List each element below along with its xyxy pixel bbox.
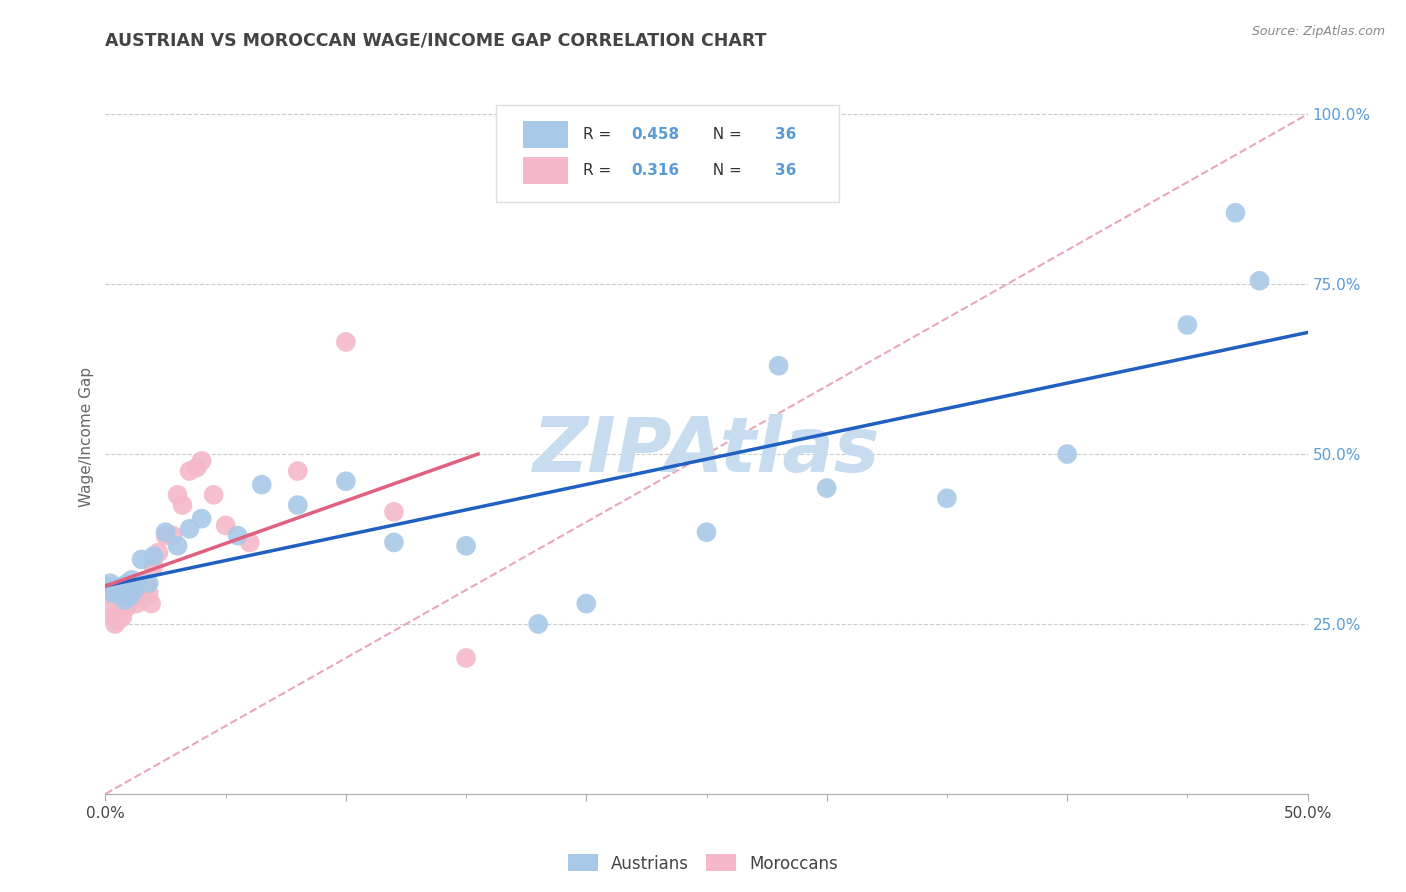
- Point: [382, 505, 405, 519]
- Point: [111, 603, 134, 617]
- Point: [138, 576, 160, 591]
- Point: [179, 522, 201, 536]
- Point: [287, 498, 309, 512]
- Point: [98, 603, 121, 617]
- Point: [172, 498, 194, 512]
- Text: 36: 36: [775, 162, 796, 178]
- Legend: Austrians, Moroccans: Austrians, Moroccans: [561, 847, 845, 880]
- Point: [936, 491, 959, 506]
- Point: [696, 525, 718, 540]
- Point: [97, 586, 120, 600]
- Point: [118, 590, 141, 604]
- Point: [115, 599, 138, 614]
- Point: [1249, 274, 1271, 288]
- Point: [179, 464, 201, 478]
- Point: [186, 460, 208, 475]
- Point: [138, 586, 160, 600]
- Point: [155, 528, 177, 542]
- Point: [101, 586, 124, 600]
- Point: [108, 603, 131, 617]
- Text: N =: N =: [703, 162, 747, 178]
- Point: [104, 617, 127, 632]
- Point: [148, 546, 170, 560]
- Point: [1225, 206, 1247, 220]
- Text: N =: N =: [703, 127, 747, 142]
- Point: [155, 525, 177, 540]
- Point: [125, 597, 148, 611]
- Point: [142, 559, 165, 574]
- Point: [335, 475, 357, 489]
- Text: AUSTRIAN VS MOROCCAN WAGE/INCOME GAP CORRELATION CHART: AUSTRIAN VS MOROCCAN WAGE/INCOME GAP COR…: [105, 31, 766, 49]
- Point: [101, 610, 124, 624]
- FancyBboxPatch shape: [496, 105, 839, 202]
- Point: [815, 481, 838, 495]
- Point: [97, 580, 120, 594]
- Point: [1175, 318, 1198, 332]
- Point: [124, 582, 146, 597]
- Point: [575, 597, 598, 611]
- Text: 0.316: 0.316: [631, 162, 679, 178]
- Y-axis label: Wage/Income Gap: Wage/Income Gap: [79, 367, 94, 508]
- Point: [124, 586, 146, 600]
- Point: [226, 528, 249, 542]
- Point: [454, 539, 477, 553]
- Point: [131, 552, 153, 566]
- Point: [202, 488, 225, 502]
- Text: ZIPAtlas: ZIPAtlas: [533, 415, 880, 488]
- Point: [335, 334, 357, 349]
- Point: [108, 580, 131, 594]
- Point: [128, 582, 150, 597]
- Point: [114, 593, 136, 607]
- Point: [139, 597, 162, 611]
- Text: Source: ZipAtlas.com: Source: ZipAtlas.com: [1251, 25, 1385, 38]
- Point: [287, 464, 309, 478]
- Point: [104, 582, 127, 597]
- Point: [166, 539, 188, 553]
- Point: [125, 576, 148, 591]
- Point: [98, 576, 121, 591]
- Point: [142, 549, 165, 563]
- Point: [768, 359, 790, 373]
- FancyBboxPatch shape: [523, 157, 568, 184]
- Point: [132, 576, 155, 591]
- Point: [527, 617, 550, 632]
- Point: [131, 590, 153, 604]
- Text: 0.458: 0.458: [631, 127, 679, 142]
- Text: 36: 36: [775, 127, 796, 142]
- Point: [239, 535, 262, 549]
- Text: R =: R =: [582, 162, 616, 178]
- Point: [190, 511, 212, 525]
- Point: [382, 535, 405, 549]
- Point: [250, 477, 273, 491]
- FancyBboxPatch shape: [523, 121, 568, 148]
- Point: [115, 576, 138, 591]
- Point: [135, 580, 157, 594]
- Point: [166, 488, 188, 502]
- Point: [114, 599, 136, 614]
- Point: [162, 528, 184, 542]
- Point: [190, 454, 212, 468]
- Point: [1056, 447, 1078, 461]
- Point: [214, 518, 236, 533]
- Point: [118, 586, 141, 600]
- Text: R =: R =: [582, 127, 616, 142]
- Point: [107, 586, 129, 600]
- Point: [454, 651, 477, 665]
- Point: [107, 614, 129, 628]
- Point: [121, 573, 143, 587]
- Point: [111, 610, 134, 624]
- Point: [111, 582, 134, 597]
- Point: [121, 580, 143, 594]
